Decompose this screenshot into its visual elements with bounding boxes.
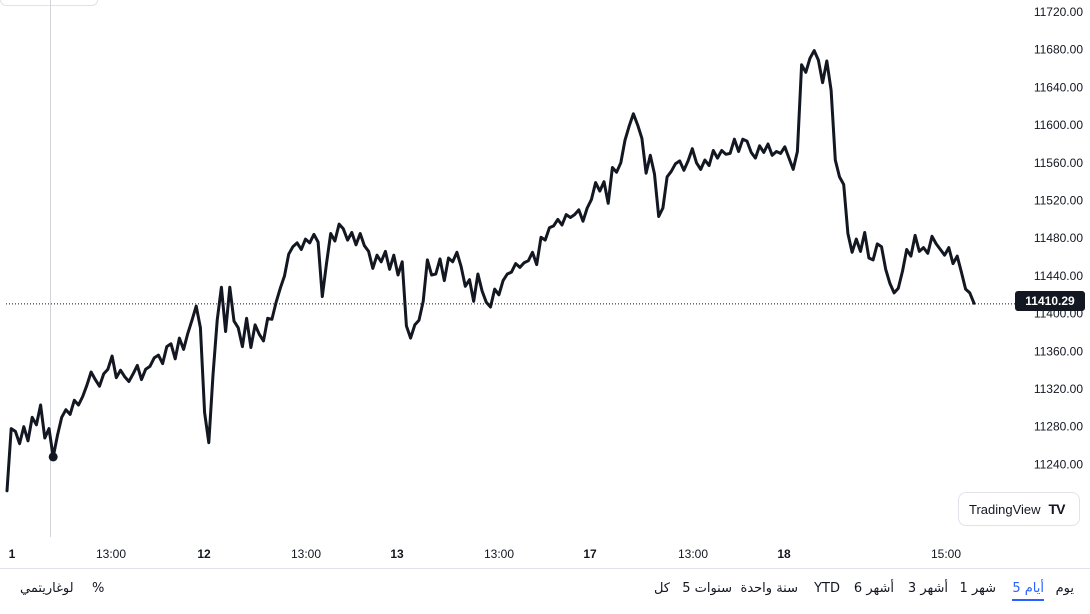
timeframe-1m[interactable]: 1 شهر bbox=[959, 581, 996, 596]
x-tick-label: 13:00 bbox=[291, 547, 321, 561]
series-points bbox=[7, 51, 974, 491]
timeframe-all[interactable]: كل bbox=[653, 581, 670, 596]
percent-scale-toggle[interactable]: % bbox=[92, 581, 105, 596]
x-tick-label: 13:00 bbox=[678, 547, 708, 561]
y-tick-label: 11320.00 bbox=[1034, 382, 1083, 396]
x-tick-label: 13:00 bbox=[96, 547, 126, 561]
x-tick-label: 13 bbox=[390, 547, 404, 561]
timeframe-6m[interactable]: 6 أشهر bbox=[853, 581, 894, 596]
y-tick-label: 11240.00 bbox=[1034, 457, 1083, 471]
x-tick-label: 17 bbox=[583, 547, 597, 561]
bottom-toolbar: % لوغاريتمي يوم 5 أيام 1 شهر 3 أشهر 6 أش… bbox=[0, 568, 1090, 609]
timeframe-5y[interactable]: 5 سنوات bbox=[682, 581, 732, 596]
tradingview-brand-label: TradingView bbox=[969, 501, 1041, 517]
last-price-label: 11410.29 bbox=[1015, 291, 1085, 311]
y-tick-label: 11440.00 bbox=[1034, 269, 1083, 283]
y-tick-label: 11640.00 bbox=[1034, 80, 1083, 94]
y-tick-label: 11520.00 bbox=[1034, 194, 1083, 208]
tradingview-watermark[interactable]: TradingView TV bbox=[958, 492, 1080, 526]
timeframe-1d[interactable]: يوم bbox=[1055, 581, 1074, 596]
timeframe-ytd[interactable]: YTD bbox=[814, 581, 840, 596]
tradingview-logo-icon: TV bbox=[1048, 501, 1066, 517]
timeframe-3m[interactable]: 3 أشهر bbox=[907, 581, 948, 596]
x-tick-label: 13:00 bbox=[484, 547, 514, 561]
y-tick-label: 11480.00 bbox=[1034, 231, 1083, 245]
y-axis: 11720.00 11680.00 11640.00 11600.00 11560.00… bbox=[1034, 5, 1083, 471]
timeframe-5d[interactable]: 5 أيام bbox=[1012, 581, 1044, 601]
start-marker bbox=[48, 452, 58, 462]
log-scale-toggle[interactable]: لوغاريتمي bbox=[20, 581, 74, 596]
y-tick-label: 11560.00 bbox=[1034, 156, 1083, 170]
y-tick-label: 11360.00 bbox=[1034, 344, 1083, 358]
x-tick-label: 1 bbox=[9, 547, 16, 561]
price-series-line bbox=[5, 49, 976, 493]
y-tick-label: 11720.00 bbox=[1034, 5, 1083, 19]
x-tick-label: 15:00 bbox=[931, 547, 961, 561]
y-tick-label: 11280.00 bbox=[1034, 420, 1083, 434]
x-tick-label: 18 bbox=[777, 547, 791, 561]
y-tick-label: 11600.00 bbox=[1034, 118, 1083, 132]
x-axis: 1 13:00 12 13:00 13 13:00 17 13:00 18 15:00 bbox=[9, 547, 962, 561]
timeframe-1y[interactable]: سنة واحدة bbox=[740, 581, 798, 596]
x-tick-label: 12 bbox=[197, 547, 211, 561]
y-tick-label: 11680.00 bbox=[1034, 43, 1083, 57]
